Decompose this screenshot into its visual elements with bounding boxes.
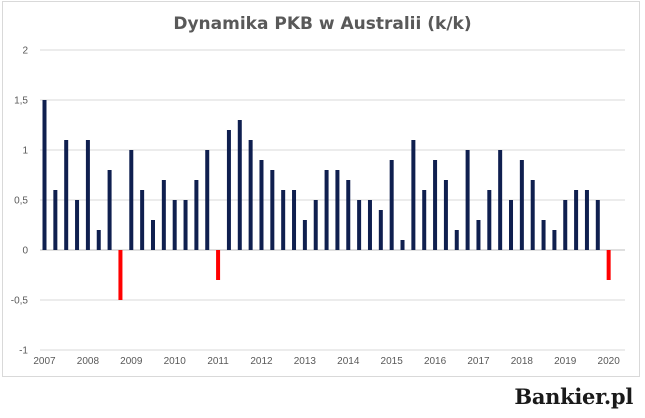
bar (335, 170, 340, 250)
bar (367, 200, 372, 250)
y-tick-label: 0 (22, 246, 28, 257)
bar (487, 190, 492, 250)
bar (465, 150, 470, 250)
bar (509, 200, 514, 250)
x-tick-label: 2010 (164, 356, 187, 367)
bar (129, 150, 134, 250)
bar (281, 190, 286, 250)
bar (324, 170, 329, 250)
bar (64, 140, 69, 250)
y-tick-label: 0,5 (14, 196, 28, 207)
x-tick-label: 2007 (33, 356, 56, 367)
bar (150, 220, 155, 250)
bar (530, 180, 535, 250)
bar (595, 200, 600, 250)
bar (433, 160, 438, 250)
y-axis-ticks: 2 1,5 1 0,5 0 -0,5 -1 (11, 46, 29, 357)
bar (205, 150, 210, 250)
bar (226, 130, 231, 250)
bar (183, 200, 188, 250)
gridlines (40, 49, 625, 351)
y-tick-label: -0,5 (11, 296, 29, 307)
bar (411, 140, 416, 250)
x-tick-label: 2019 (554, 356, 577, 367)
y-tick-label: 1 (22, 146, 28, 157)
x-tick-label: 2008 (77, 356, 100, 367)
bar (443, 180, 448, 250)
bar (107, 170, 112, 250)
bar (172, 200, 177, 250)
bar (422, 190, 427, 250)
bar (563, 200, 568, 250)
y-tick-label: 2 (22, 46, 28, 57)
bar (302, 220, 307, 250)
bar (313, 200, 318, 250)
bar (42, 100, 47, 250)
bar (216, 250, 221, 280)
bar (541, 220, 546, 250)
x-tick-label: 2020 (598, 356, 621, 367)
bar (498, 150, 503, 250)
bar (248, 140, 253, 250)
bar (357, 200, 362, 250)
bar (606, 250, 611, 280)
bankier-logo: Bankier.pl (514, 384, 633, 409)
bar (270, 170, 275, 250)
x-tick-label: 2012 (250, 356, 273, 367)
y-tick-label: 1,5 (14, 96, 28, 107)
bar (259, 160, 264, 250)
bar (118, 250, 123, 300)
bar (454, 230, 459, 250)
bar (161, 180, 166, 250)
x-tick-label: 2009 (120, 356, 143, 367)
x-tick-label: 2015 (381, 356, 404, 367)
bar (476, 220, 481, 250)
bar (378, 210, 383, 250)
bar (584, 190, 589, 250)
bar (96, 230, 101, 250)
x-tick-label: 2014 (337, 356, 360, 367)
chart-title: Dynamika PKB w Australii (k/k) (173, 14, 472, 34)
bar (292, 190, 297, 250)
bar (237, 120, 242, 250)
x-axis-ticks: 2007 2008 2009 2010 2011 2012 2013 2014 2015 2016… (33, 356, 620, 367)
bars (42, 100, 611, 300)
bar (75, 200, 80, 250)
bar (574, 190, 579, 250)
x-tick-label: 2011 (207, 356, 229, 367)
bar (389, 160, 394, 250)
y-tick-label: -1 (19, 346, 28, 357)
bar (194, 180, 199, 250)
bar (552, 230, 557, 250)
bar (346, 180, 351, 250)
x-tick-label: 2013 (294, 356, 317, 367)
bar (140, 190, 145, 250)
x-tick-label: 2016 (424, 356, 447, 367)
bar (400, 240, 405, 250)
x-tick-label: 2017 (467, 356, 490, 367)
bar (53, 190, 58, 250)
x-tick-label: 2018 (511, 356, 534, 367)
bar (519, 160, 524, 250)
bar (85, 140, 90, 250)
